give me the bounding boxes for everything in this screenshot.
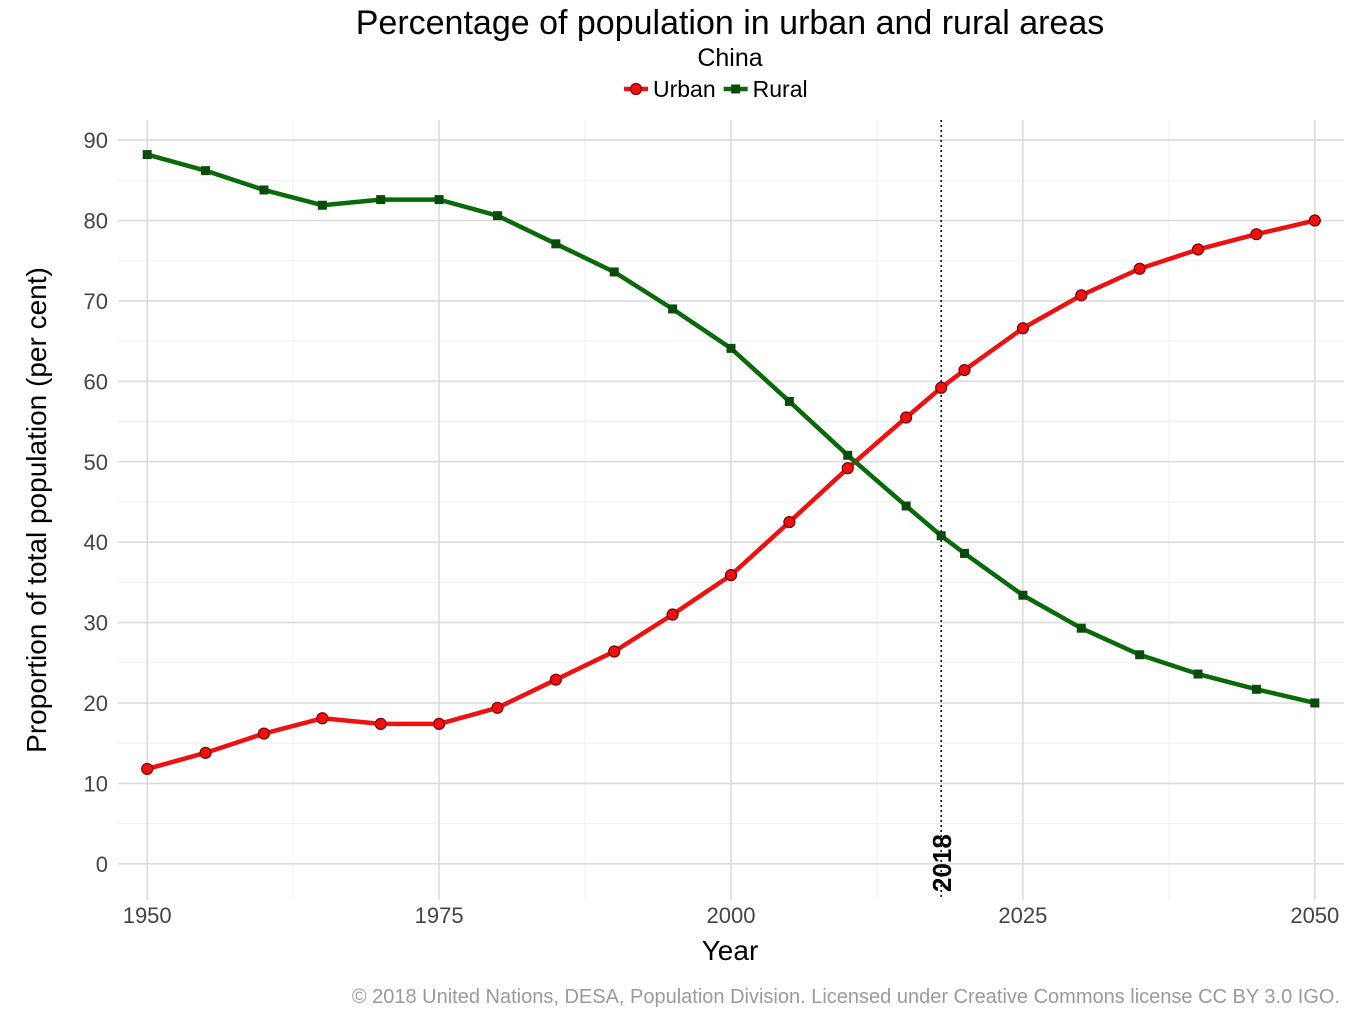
urban-point	[549, 673, 562, 686]
urban-series-line	[144, 218, 1318, 772]
copyright-caption: © 2018 United Nations, DESA, Population …	[352, 986, 1340, 1008]
urban-point	[666, 608, 679, 621]
x-tick-label: 1950	[123, 903, 172, 928]
legend-swatch-marker-rural	[731, 84, 741, 94]
urban-point	[958, 363, 971, 377]
urban-point	[724, 569, 738, 582]
rural-point	[551, 239, 561, 249]
urban-point	[316, 712, 329, 725]
rural-point	[1310, 698, 1320, 708]
rural-point	[843, 450, 853, 460]
urban-point	[432, 717, 446, 730]
urban-point	[141, 762, 154, 776]
chart-title: Percentage of population in urban and ru…	[356, 4, 1105, 42]
legend: Urban Rural	[624, 76, 808, 102]
y-tick-label: 70	[84, 289, 108, 314]
y-axis-title: Proportion of total population (per cent…	[21, 267, 52, 753]
urban-point	[1075, 289, 1088, 302]
y-tick-label: 50	[84, 450, 108, 475]
rural-point	[784, 396, 794, 406]
urban-point	[900, 411, 913, 424]
rural-point	[960, 548, 970, 558]
legend-label-rural: Rural	[753, 76, 808, 102]
urban-point	[935, 381, 948, 394]
rural-point	[492, 211, 502, 221]
series-layer	[141, 150, 1321, 776]
x-axis-ticks: 1950 1975 2000 2025 2050	[123, 903, 1340, 928]
rural-point	[201, 166, 211, 176]
urban-point	[608, 645, 621, 658]
urban-point	[1016, 322, 1030, 335]
rural-point	[936, 531, 946, 541]
urban-point	[841, 462, 854, 475]
rural-point	[1076, 623, 1086, 633]
urban-point	[199, 746, 212, 759]
chart-subtitle: China	[697, 44, 762, 72]
legend-swatch-marker-urban	[629, 82, 643, 96]
rural-point	[1193, 669, 1203, 679]
rural-point	[259, 185, 269, 195]
x-tick-label: 1975	[415, 903, 464, 928]
rural-point	[668, 304, 678, 314]
rural-point	[1018, 590, 1028, 600]
x-axis-title: Year	[702, 935, 759, 966]
x-tick-label: 2000	[707, 903, 756, 928]
rural-point	[1251, 684, 1261, 694]
y-tick-label: 40	[84, 530, 108, 555]
y-tick-label: 20	[84, 691, 108, 716]
y-tick-label: 0	[96, 852, 108, 877]
y-axis-ticks: 0 10 20 30 40 50 60 70 80 90	[84, 128, 108, 877]
rural-series-line	[144, 152, 1318, 706]
urban-point	[374, 717, 387, 730]
urban-point	[491, 701, 504, 714]
urban-point	[1250, 228, 1263, 241]
x-tick-label: 2025	[998, 903, 1047, 928]
rural-point	[142, 150, 152, 160]
urban-point	[1133, 262, 1146, 275]
y-tick-label: 60	[84, 369, 108, 394]
urban-point	[1191, 243, 1205, 256]
urban-point	[783, 515, 796, 529]
grid	[118, 120, 1344, 900]
urban-point	[1308, 214, 1321, 227]
x-tick-label: 2050	[1290, 903, 1339, 928]
rural-point	[726, 343, 736, 353]
y-tick-label: 80	[84, 209, 108, 234]
y-tick-label: 90	[84, 128, 108, 153]
annotation-layer: 2018	[927, 120, 957, 900]
rural-point	[609, 267, 619, 277]
legend-label-urban: Urban	[653, 76, 716, 102]
rural-point	[1135, 650, 1145, 660]
y-tick-label: 10	[84, 771, 108, 796]
rural-point	[434, 195, 444, 205]
rural-point	[376, 195, 386, 205]
y-tick-label: 30	[84, 611, 108, 636]
annotation-label: 2018	[927, 834, 957, 892]
rural-point	[901, 501, 911, 511]
rural-point	[317, 200, 327, 210]
urban-point	[257, 727, 271, 740]
